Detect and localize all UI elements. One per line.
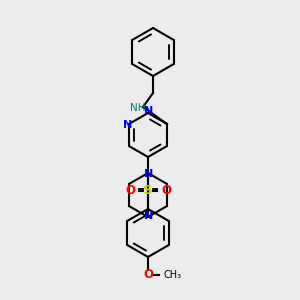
Text: S: S — [143, 184, 153, 197]
Text: N: N — [144, 169, 154, 179]
Text: N: N — [123, 120, 133, 130]
Text: O: O — [143, 268, 153, 281]
Text: N: N — [144, 211, 154, 221]
Text: O: O — [125, 184, 135, 197]
Text: CH₃: CH₃ — [164, 270, 182, 280]
Text: O: O — [161, 184, 171, 197]
Text: NH: NH — [130, 103, 146, 113]
Text: N: N — [144, 106, 154, 116]
